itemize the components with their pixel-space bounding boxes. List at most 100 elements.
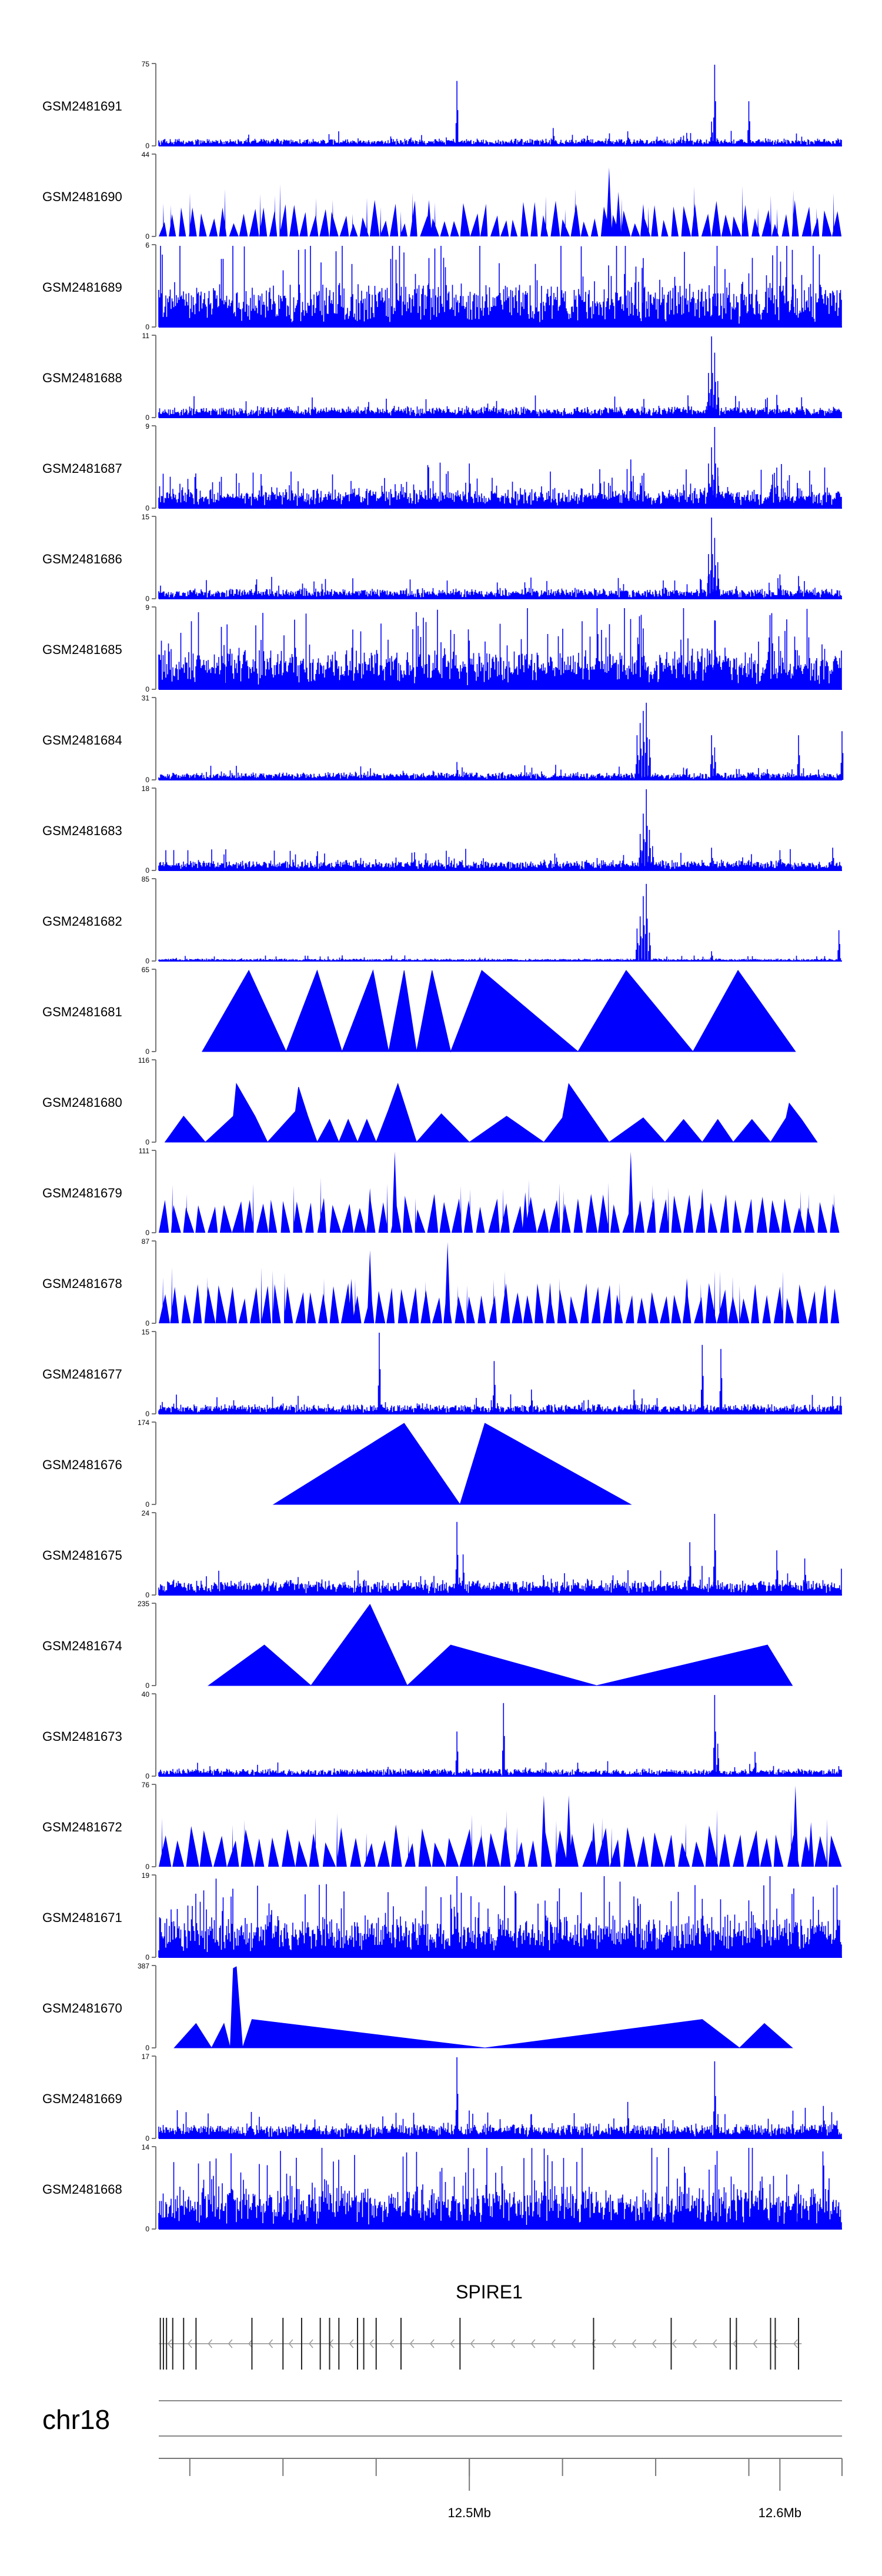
strand-arrow [349, 2339, 354, 2348]
strand-arrow [389, 2339, 395, 2348]
track-GSM2481685: GSM2481685 9 0 [42, 603, 842, 693]
track-label: GSM2481678 [42, 1276, 122, 1291]
track-label: GSM2481689 [42, 280, 122, 295]
y-axis-max-label: 6 [145, 241, 149, 249]
signal-bars [158, 702, 844, 780]
track-label: GSM2481690 [42, 189, 122, 204]
x-axis-tick-label: 12.5Mb [447, 2505, 490, 2520]
y-axis-max-label: 15 [142, 513, 150, 521]
signal-area [207, 1604, 793, 1686]
track-GSM2481683: GSM2481683 18 0 [42, 785, 842, 875]
y-axis-max-label: 75 [142, 60, 150, 68]
track-label: GSM2481670 [42, 2001, 122, 2016]
strand-arrow [632, 2339, 637, 2348]
signal-bars [158, 608, 842, 689]
signal-bars [158, 1514, 842, 1595]
signal-area [159, 1242, 840, 1323]
signal-bars [158, 1876, 842, 1957]
y-axis-zero-label: 0 [145, 1772, 149, 1780]
strand-arrow [612, 2339, 616, 2348]
track-GSM2481668: GSM2481668 14 0 [42, 2143, 842, 2233]
strand-arrow [450, 2339, 455, 2348]
strand-arrow [510, 2339, 516, 2348]
y-axis-zero-label: 0 [145, 323, 149, 331]
track-label: GSM2481691 [42, 99, 122, 114]
track-GSM2481670: GSM2481670 387 0 [42, 1962, 793, 2052]
y-axis-max-label: 387 [138, 1962, 149, 1970]
x-axis-tick-label: 12.6Mb [759, 2505, 801, 2520]
chromosome-track: chr18 [42, 2400, 842, 2437]
y-axis-max-label: 116 [138, 1056, 149, 1065]
strand-arrow [288, 2339, 293, 2348]
gene-track: SPIRE1 [159, 2281, 802, 2370]
y-axis-zero-label: 0 [145, 595, 149, 603]
signal-bars [158, 65, 842, 146]
strand-arrow [167, 2339, 172, 2348]
strand-arrow [692, 2339, 697, 2348]
y-axis-zero-label: 0 [145, 1319, 149, 1327]
signal-bars [158, 2148, 842, 2229]
track-label: GSM2481677 [42, 1367, 122, 1382]
track-GSM2481684: GSM2481684 31 0 [42, 694, 844, 784]
track-label: GSM2481675 [42, 1548, 122, 1563]
y-axis-zero-label: 0 [145, 2044, 149, 2052]
strand-arrow [470, 2339, 475, 2348]
signal-tracks: GSM2481691750GSM2481690440GSM248168960GS… [42, 60, 844, 2233]
y-axis-max-label: 111 [139, 1147, 150, 1155]
y-axis-max-label: 14 [142, 2143, 150, 2151]
y-axis-zero-label: 0 [145, 413, 149, 422]
y-axis-zero-label: 0 [145, 776, 149, 784]
signal-bars [158, 518, 842, 599]
strand-arrow [409, 2339, 415, 2348]
strand-arrow [551, 2339, 556, 2348]
track-GSM2481669: GSM2481669 17 0 [42, 2053, 842, 2143]
y-axis-max-label: 40 [142, 1690, 150, 1699]
signal-bars [158, 336, 842, 418]
signal-area [202, 969, 796, 1053]
signal-bars [158, 246, 842, 327]
signal-area [159, 1152, 840, 1233]
signal-bars [158, 789, 842, 870]
y-axis-max-label: 76 [142, 1781, 150, 1789]
y-axis-zero-label: 0 [145, 1863, 149, 1871]
track-GSM2481678: GSM2481678 87 0 [42, 1237, 840, 1327]
chromosome-label: chr18 [42, 2404, 110, 2435]
track-GSM2481687: GSM2481687 9 0 [42, 422, 842, 512]
y-axis-zero-label: 0 [145, 2225, 149, 2233]
strand-arrow [652, 2339, 657, 2348]
y-axis-max-label: 24 [142, 1509, 150, 1517]
track-label: GSM2481673 [42, 1729, 122, 1744]
track-GSM2481677: GSM2481677 15 0 [42, 1328, 842, 1418]
y-axis-zero-label: 0 [145, 957, 149, 965]
signal-bars [158, 2057, 842, 2138]
track-label: GSM2481687 [42, 461, 122, 476]
y-axis-zero-label: 0 [145, 1500, 149, 1509]
y-axis-zero-label: 0 [145, 1047, 149, 1056]
strand-arrow [430, 2339, 435, 2348]
y-axis-max-label: 44 [142, 151, 150, 159]
track-GSM2481676: GSM2481676 174 0 [42, 1419, 632, 1509]
track-GSM2481681: GSM2481681 65 0 [42, 966, 796, 1056]
y-axis-zero-label: 0 [145, 1410, 149, 1418]
track-label: GSM2481685 [42, 642, 122, 657]
y-axis-zero-label: 0 [145, 685, 149, 693]
y-axis-max-label: 17 [142, 2053, 150, 2061]
strand-arrow [228, 2339, 233, 2348]
signal-bars [158, 427, 842, 508]
y-axis-max-label: 174 [138, 1419, 149, 1427]
strand-arrow [530, 2339, 536, 2348]
signal-area [159, 1786, 842, 1867]
y-axis-zero-label: 0 [145, 2134, 149, 2143]
track-label: GSM2481676 [42, 1457, 122, 1472]
y-axis-zero-label: 0 [145, 1229, 149, 1237]
signal-bars [158, 883, 842, 961]
signal-area [159, 167, 842, 236]
strand-arrow [591, 2339, 596, 2348]
track-GSM2481674: GSM2481674 235 0 [42, 1600, 793, 1690]
track-label: GSM2481672 [42, 1820, 122, 1834]
y-axis-zero-label: 0 [145, 866, 149, 875]
y-axis-zero-label: 0 [145, 1953, 149, 1961]
signal-bars [158, 1333, 842, 1414]
strand-arrow [188, 2339, 192, 2348]
